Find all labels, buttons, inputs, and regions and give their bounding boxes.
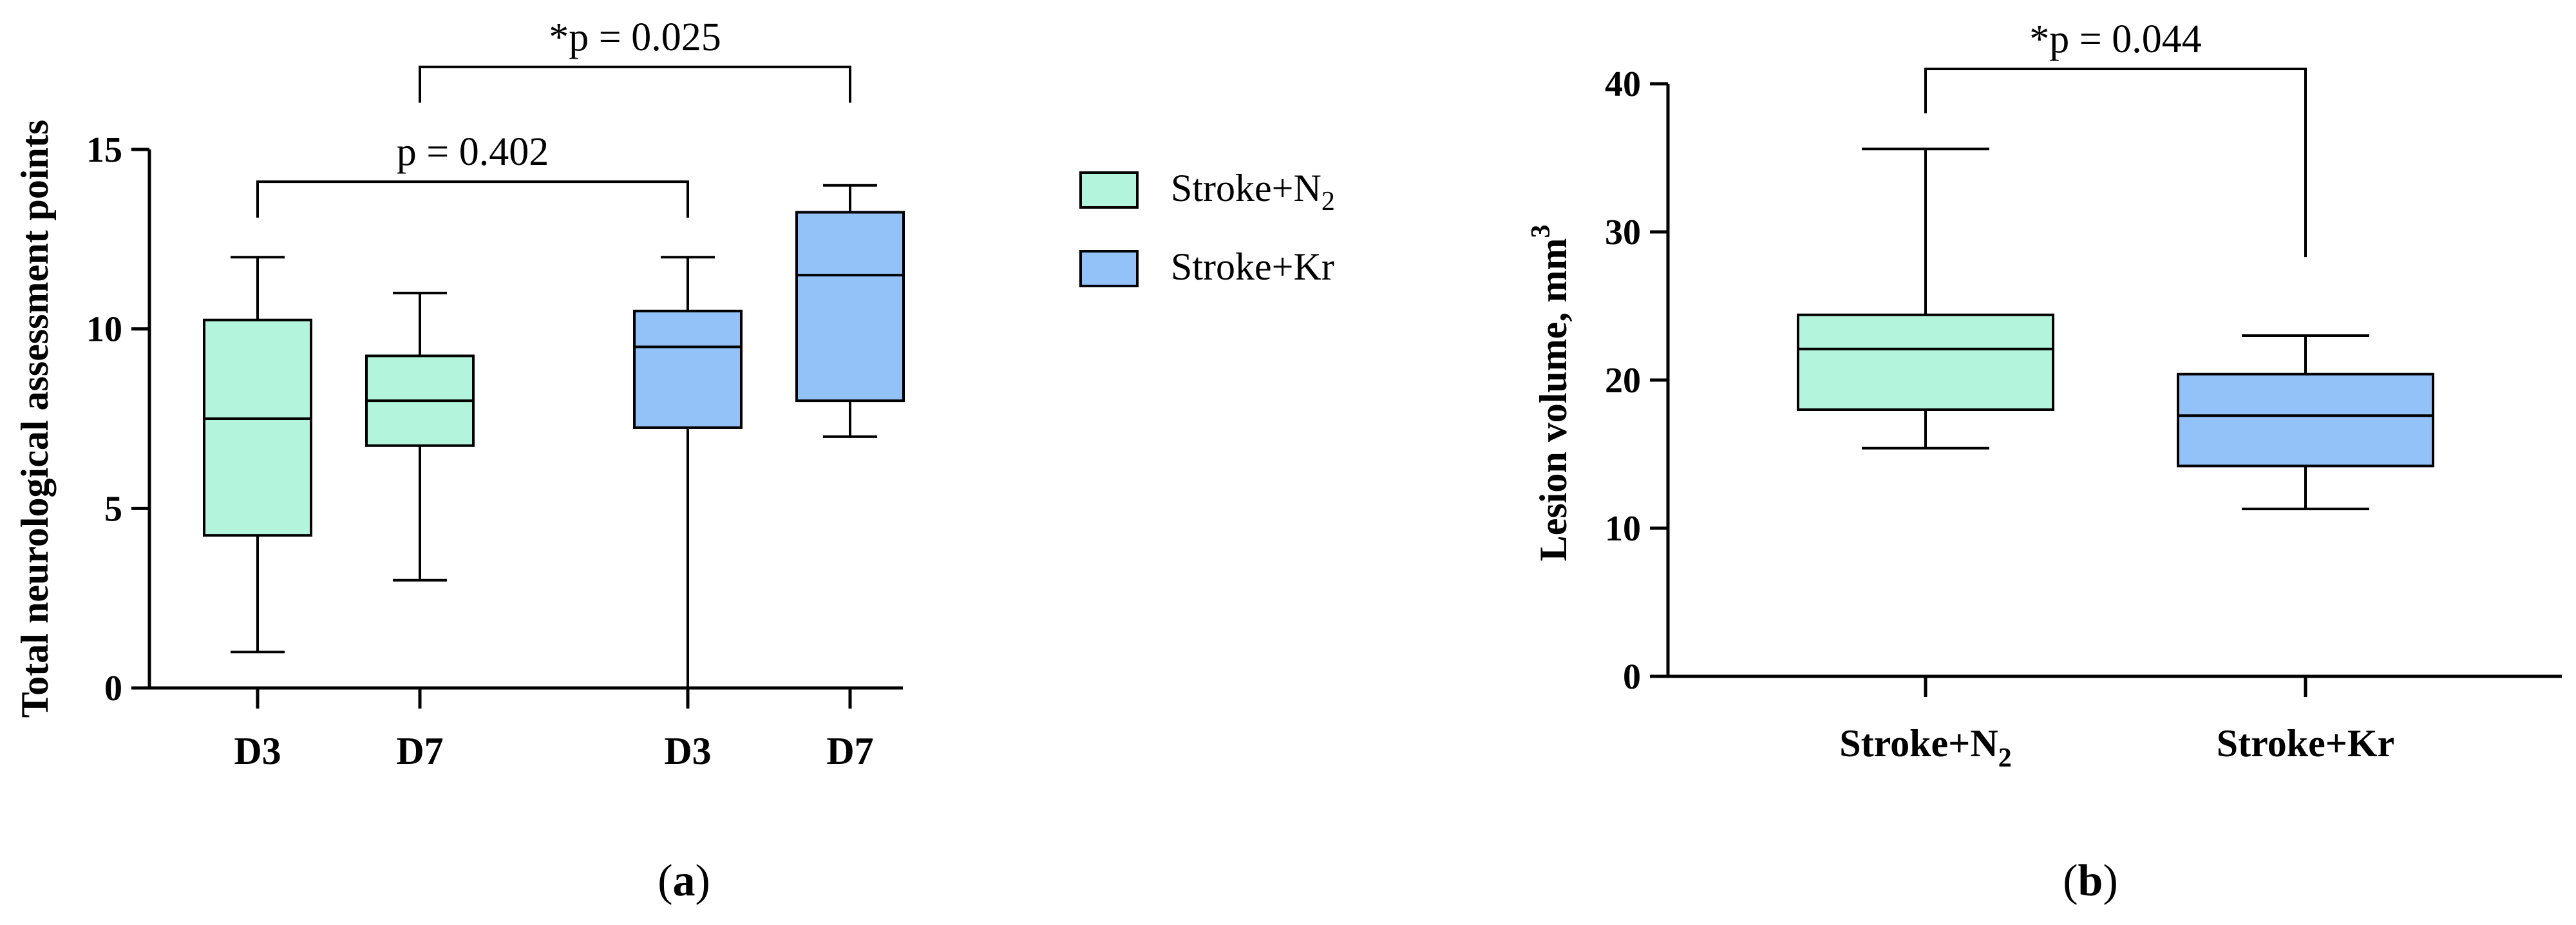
legend-label-stroke-n2: Stroke+N2: [1171, 167, 1335, 216]
legend-swatch-stroke-n2: [1079, 171, 1139, 209]
p-value-label: *p = 0.025: [549, 15, 721, 59]
x-tick-label: Stroke+N2: [1839, 722, 2011, 773]
y-tick-label: 5: [104, 489, 122, 529]
legend-label-stroke-kr: Stroke+Kr: [1171, 245, 1334, 288]
y-tick-label: 15: [86, 130, 122, 170]
p-value-label: *p = 0.044: [2029, 17, 2201, 61]
y-tick-label: 20: [1605, 361, 1641, 401]
box-iqr: [1797, 313, 2054, 411]
y-tick-label: 40: [1605, 64, 1641, 104]
panel-b-y-axis-title: Lesion volume, mm3: [1526, 225, 1575, 562]
panel-a-y-axis-title: Total neurological assessment points: [14, 120, 56, 718]
significance-bracket: [419, 65, 851, 103]
y-tick-label: 10: [86, 310, 122, 350]
x-tick-label: D3: [664, 730, 711, 772]
p-value-label: p = 0.402: [397, 130, 549, 174]
box-iqr: [633, 309, 743, 429]
legend: Stroke+N2 Stroke+Kr: [1079, 167, 1335, 288]
legend-swatch-stroke-kr: [1079, 250, 1139, 287]
y-tick-label: 30: [1605, 213, 1641, 253]
panel-a-label: (a): [658, 856, 710, 906]
y-tick-label: 10: [1605, 509, 1641, 549]
x-tick-label: D7: [826, 730, 873, 772]
box-iqr: [203, 318, 312, 537]
x-tick-label: D7: [396, 730, 443, 772]
significance-bracket: [1924, 68, 2307, 258]
x-tick-label: D3: [234, 730, 281, 772]
box-iqr: [795, 211, 905, 403]
box-iqr: [2177, 372, 2434, 468]
y-tick-label: 0: [104, 669, 122, 709]
panel-a-chart: Total neurological assessment points 0 5 1…: [14, 15, 905, 906]
x-tick-label: Stroke+Kr: [2217, 722, 2394, 765]
y-tick-label: 0: [1623, 657, 1641, 697]
significance-bracket: [256, 180, 689, 218]
panel-b-label: (b): [2063, 856, 2118, 906]
